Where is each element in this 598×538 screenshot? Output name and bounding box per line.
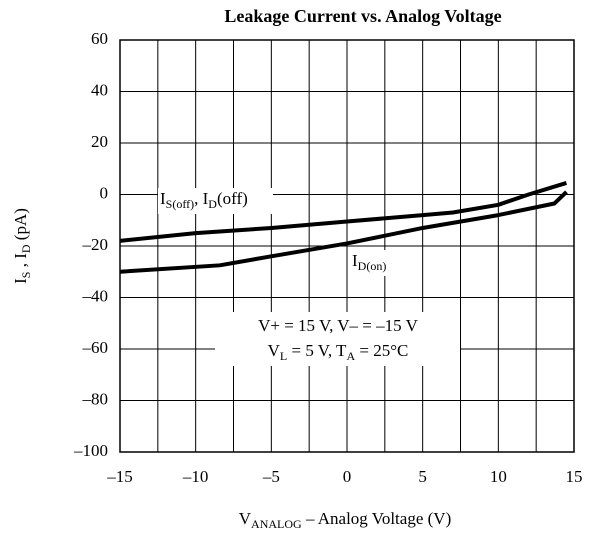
x-axis-label-part: ANALOG [251, 517, 302, 531]
series-label-part: S(off) [166, 197, 194, 211]
y-tick-label: 0 [100, 183, 109, 202]
x-tick-label: 5 [418, 467, 427, 486]
series-label: IS(off), ID(off) [160, 189, 248, 211]
series-label: ID(on) [352, 251, 386, 273]
chart-title: Leakage Current vs. Analog Voltage [224, 6, 501, 26]
series-label-part: D [208, 197, 217, 211]
conditions-text: V+ = 15 V, V– = –15 V [258, 316, 418, 335]
y-tick-label: 40 [91, 80, 108, 99]
conditions-text-part: A [346, 349, 355, 363]
series-line [119, 181, 568, 243]
y-tick-label: –60 [82, 338, 109, 357]
y-axis-label-part: D [19, 244, 33, 253]
y-axis-label-part: I [11, 278, 30, 284]
x-tick-label: 0 [343, 467, 352, 486]
x-tick-label: 15 [566, 467, 583, 486]
conditions-box [215, 312, 460, 366]
y-axis-label-part: , I [11, 253, 30, 272]
conditions-text: VL = 5 V, TA = 25°C [268, 341, 409, 363]
conditions-text-part: = 5 V, T [287, 341, 347, 360]
y-tick-label: –20 [82, 235, 109, 254]
series-label-bg [350, 250, 402, 276]
conditions-text-part: V+ = 15 V, V– = –15 V [258, 316, 418, 335]
x-axis-label-part: – Analog Voltage (V) [302, 509, 452, 528]
series-label-part: (off) [217, 189, 248, 208]
conditions-text-part: V [268, 341, 281, 360]
x-tick-label: –5 [262, 467, 280, 486]
y-tick-label: 20 [91, 132, 108, 151]
y-tick-label: 60 [91, 29, 108, 48]
y-tick-label: –80 [82, 389, 109, 408]
x-tick-label: –15 [106, 467, 133, 486]
plot-frame [119, 39, 575, 453]
y-axis-label-part: S [19, 272, 33, 279]
x-axis-label: VANALOG – Analog Voltage (V) [239, 509, 451, 531]
x-tick-label: 10 [490, 467, 507, 486]
series-label-part: D(on) [358, 259, 387, 273]
conditions-text-part: L [280, 349, 287, 363]
y-tick-label: –40 [82, 286, 109, 305]
x-tick-label: –10 [182, 467, 209, 486]
conditions-text-part: = 25°C [355, 341, 408, 360]
series-line [119, 190, 568, 274]
y-axis-label-part: (pA) [11, 208, 30, 244]
x-axis-label-part: V [239, 509, 252, 528]
series-label-part: I [160, 189, 166, 208]
series-label-part: , I [194, 189, 209, 208]
series-label-bg [158, 188, 273, 214]
series-label-part: I [352, 251, 358, 270]
y-axis-label: IS , ID (pA) [11, 208, 33, 284]
y-tick-label: –100 [73, 441, 108, 460]
